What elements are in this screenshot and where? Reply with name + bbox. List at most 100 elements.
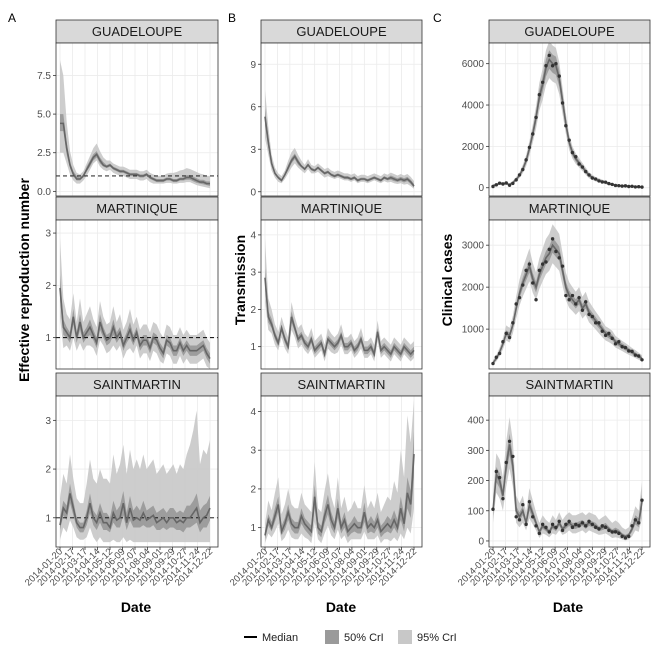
observed-point xyxy=(501,182,505,186)
observed-point xyxy=(640,358,644,362)
observed-point xyxy=(511,181,515,186)
observed-point xyxy=(550,237,555,241)
observed-point xyxy=(607,528,611,533)
observed-point xyxy=(584,169,588,174)
panel-border xyxy=(488,395,651,548)
y-axis-title-b: Transmission xyxy=(232,235,248,325)
observed-point xyxy=(627,534,631,539)
observed-point xyxy=(597,321,601,325)
credible-interval-95-band xyxy=(493,40,642,188)
observed-point xyxy=(610,336,614,341)
panel-c-martinique: MARTINIQUE 1000 2000 3000 xyxy=(462,196,651,370)
y-tick-label: 4 xyxy=(250,407,256,418)
panel-letter-c: C xyxy=(433,11,442,25)
observed-point xyxy=(557,256,561,260)
observed-point xyxy=(540,522,545,527)
observed-point xyxy=(511,321,515,325)
y-tick-label: 300 xyxy=(467,446,484,457)
y-axis-title-c: Clinical cases xyxy=(439,233,455,326)
y-tick-label: 3000 xyxy=(462,241,485,252)
observed-point xyxy=(534,115,538,120)
observed-point xyxy=(620,345,624,349)
observed-point xyxy=(603,180,608,184)
x-axis-title-c: Date xyxy=(553,599,584,615)
panel-border xyxy=(488,42,651,197)
y-tick-label: 0 xyxy=(478,183,484,194)
median-line xyxy=(264,116,415,187)
facet-strip-label: GUADELOUPE xyxy=(524,24,615,39)
observed-point xyxy=(497,475,502,480)
observed-point xyxy=(633,185,638,189)
facet-strip-label: SAINTMARTIN xyxy=(93,377,181,392)
panel-a-saintmartin: SAINTMARTIN1232014-01-202014-02-172014-0… xyxy=(23,372,219,588)
observed-point xyxy=(491,507,495,511)
observed-point xyxy=(636,184,641,189)
observed-point xyxy=(633,518,638,522)
observed-point xyxy=(567,519,571,524)
observed-point xyxy=(564,293,568,298)
legend-median-label: Median xyxy=(262,632,298,644)
observed-point xyxy=(623,184,628,188)
observed-point xyxy=(623,345,628,350)
observed-point xyxy=(577,162,581,166)
facet-strip-label: MARTINIQUE xyxy=(301,201,383,216)
observed-point xyxy=(497,181,502,185)
panel-b-martinique: MARTINIQUE 1 2 3 4 xyxy=(250,196,423,370)
y-tick-label: 3 xyxy=(250,268,256,279)
observed-point xyxy=(617,531,621,536)
observed-point xyxy=(590,176,595,180)
observed-point xyxy=(531,515,535,519)
y-tick-label: 4 xyxy=(250,230,256,241)
facet-strip-label: SAINTMARTIN xyxy=(298,377,386,392)
observed-point xyxy=(547,530,551,534)
observed-point xyxy=(587,312,591,317)
observed-point xyxy=(610,182,614,187)
observed-point xyxy=(537,92,542,97)
observed-point xyxy=(636,354,641,358)
observed-point xyxy=(613,183,618,188)
observed-point xyxy=(617,340,621,344)
panel-c-saintmartin: SAINTMARTIN01002003004002014-01-202014-0… xyxy=(456,372,651,588)
observed-point xyxy=(617,183,621,188)
observed-point xyxy=(600,180,604,184)
credible-interval-50-band xyxy=(265,430,414,540)
panel-a-guadeloupe: GUADELOUPE 0.0 2.5 5.0 7.5 xyxy=(37,19,219,198)
observed-point xyxy=(567,298,571,302)
legend: Median 50% CrI 95% CrI xyxy=(244,630,457,644)
observed-point xyxy=(590,314,595,319)
observed-point xyxy=(580,308,585,312)
observed-point xyxy=(560,264,565,268)
observed-point xyxy=(521,503,525,507)
x-axis-title-a: Date xyxy=(121,599,152,615)
y-tick-label: 1 xyxy=(250,523,256,534)
observed-point xyxy=(517,173,522,177)
observed-point xyxy=(524,268,528,273)
observed-point xyxy=(491,184,495,189)
facet-strip-label: MARTINIQUE xyxy=(96,201,178,216)
observed-point xyxy=(494,183,499,187)
median-line xyxy=(59,493,211,530)
observed-point xyxy=(564,522,568,527)
observed-point xyxy=(507,183,512,187)
y-tick-label: 1 xyxy=(250,342,256,353)
observed-point xyxy=(580,165,585,169)
y-axis-title-a: Effective reproduction number xyxy=(16,178,32,382)
observed-point xyxy=(636,521,641,525)
observed-point xyxy=(593,177,598,181)
facet-strip-label: GUADELOUPE xyxy=(296,24,387,39)
y-tick-label: 0 xyxy=(478,536,484,547)
observed-point xyxy=(491,361,495,366)
panel-border xyxy=(488,219,651,370)
panel-a-martinique: MARTINIQUE 1 2 3 xyxy=(45,196,219,370)
panel-letter-b: B xyxy=(228,11,236,25)
y-tick-label: 3 xyxy=(45,229,51,240)
y-tick-label: 4000 xyxy=(462,101,485,112)
y-tick-label: 2 xyxy=(250,484,256,495)
y-tick-label: 2000 xyxy=(462,142,485,153)
observed-point xyxy=(521,167,525,172)
observed-point xyxy=(504,331,508,336)
observed-point xyxy=(600,524,604,528)
observed-point xyxy=(580,521,585,525)
observed-point xyxy=(564,124,568,128)
panel-border xyxy=(55,395,219,548)
